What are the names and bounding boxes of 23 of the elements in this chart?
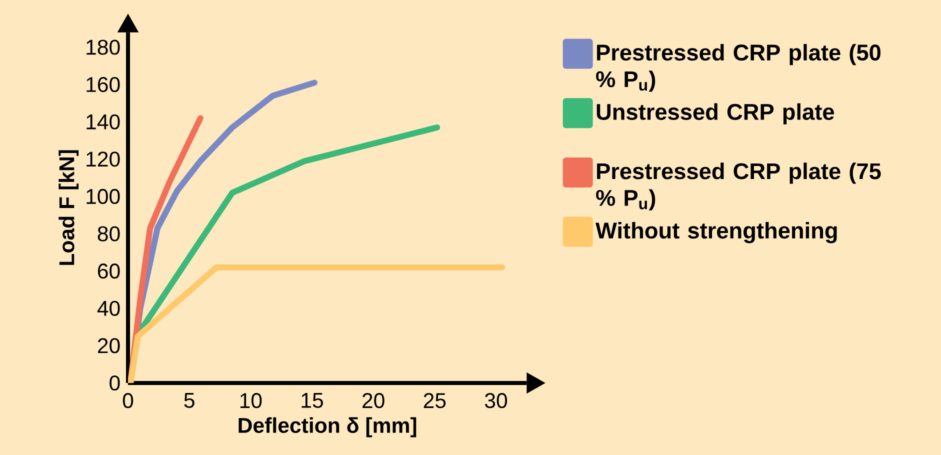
x-tick-label: 0	[122, 393, 134, 408]
legend-label: Prestressed CRP plate (50 % P$_{u}$)	[596, 44, 880, 92]
y-tick-label: 60	[98, 264, 120, 279]
y-tick-label: 0	[110, 375, 120, 391]
y-tick-label: 100	[86, 188, 120, 204]
y-tick-label: 160	[86, 77, 120, 92]
y-tick-label: 40	[97, 300, 120, 316]
y-tick-label: 180	[86, 40, 120, 55]
legend-label: Unstressed CRP plate	[596, 103, 834, 124]
x-tick-label: 15	[302, 393, 323, 408]
x-tick-label: 20	[362, 393, 384, 408]
x-tick-label: 25	[424, 393, 446, 408]
legend-label: Without strengthening	[596, 222, 837, 244]
x-tick-label: 30	[484, 393, 508, 408]
legend-label: Prestressed CRP plate (75 % P$_{u}$)	[596, 162, 881, 210]
y-tick-label: 80	[98, 226, 120, 242]
x-axis-title: Deflection δ [mm]	[238, 417, 416, 438]
x-tick-label: 5	[184, 393, 194, 408]
y-tick-label: 140	[86, 114, 120, 130]
x-tick-label: 10	[240, 393, 262, 408]
y-tick-label: 120	[86, 152, 120, 167]
y-axis-title: Load F [kN]	[58, 150, 79, 265]
y-tick-label: 20	[98, 338, 120, 354]
